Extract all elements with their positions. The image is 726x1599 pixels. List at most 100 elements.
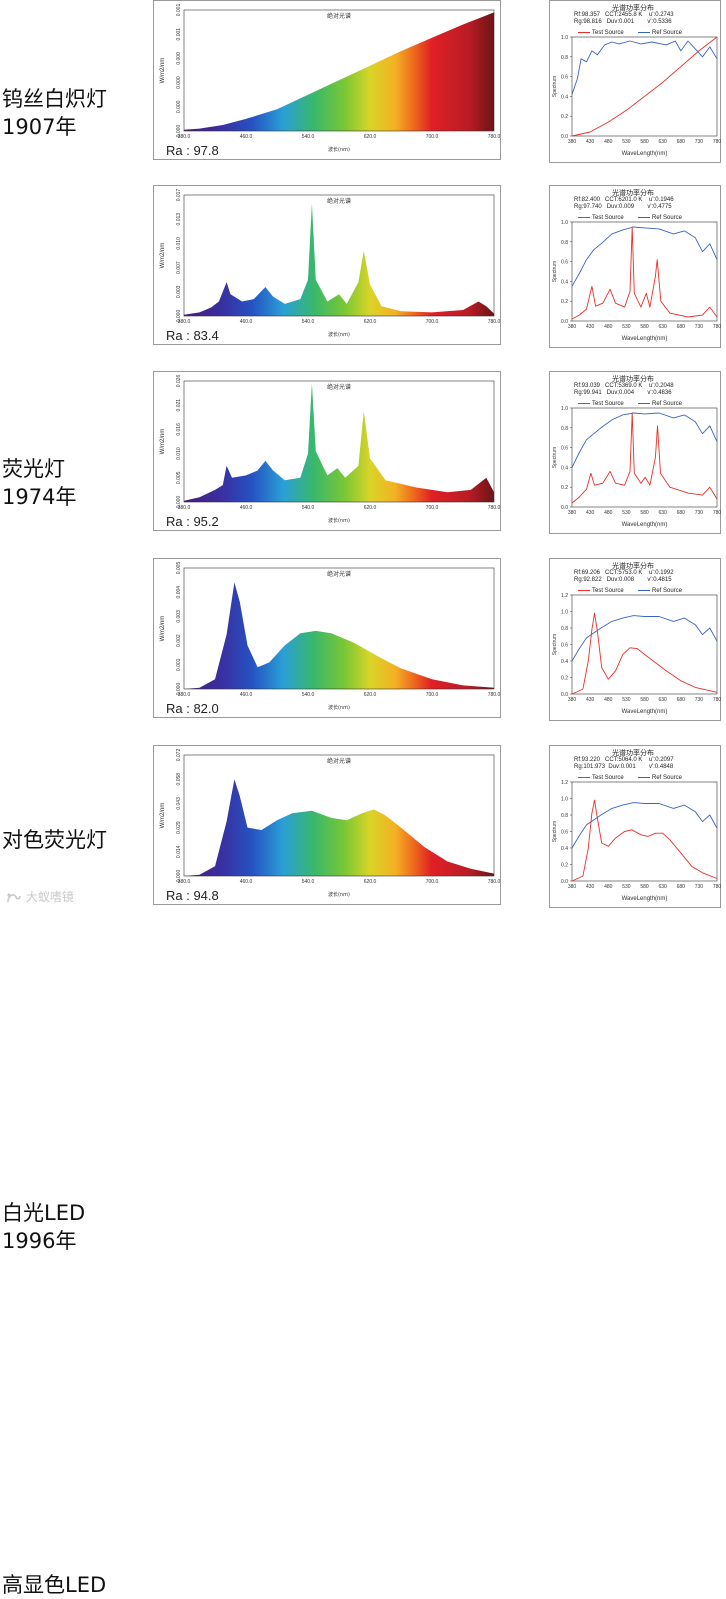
legend-test-swatch: [578, 402, 590, 404]
y-tick-label: 0.000: [176, 125, 182, 138]
y-axis-label: W/m2/nm: [160, 803, 166, 829]
plot-frame: [183, 567, 495, 690]
x-tick-label: 780.0: [488, 692, 501, 698]
x-tick-label: 380.0: [178, 319, 191, 325]
y-tick-label: 0.000: [176, 310, 182, 323]
spectral-svg: 0.0 0.2 0.4 0.6 0.8 1.0 1.2 380 430 480 530 580 630 6…: [552, 593, 721, 715]
spectrum-area: [184, 12, 494, 131]
plot-frame: [571, 36, 718, 137]
chart-title: 绝对光谱: [327, 757, 351, 765]
x-axis-label: 波长(nm): [328, 517, 350, 524]
spd-svg: 0.000 0.001 0.002 0.003 0.004 0.005 380.0 460.0…: [160, 562, 501, 711]
legend-test-swatch: [578, 216, 590, 218]
x-axis-label: WaveLength(nm): [622, 709, 668, 715]
test-source-line: [571, 36, 718, 137]
x-tick-label: 380: [568, 324, 577, 330]
y-tick-label: 0.001: [176, 658, 182, 671]
y-tick-label: 0.4: [561, 659, 568, 665]
x-tick-label: 680: [677, 324, 686, 330]
y-tick-label: 0.0: [561, 879, 568, 885]
ref-source-line: [571, 40, 718, 95]
y-tick-label: 0.4: [561, 94, 568, 100]
x-tick-label: 700.0: [426, 692, 439, 698]
y-tick-label: 0.004: [176, 586, 182, 599]
absolute-spectrum-chart: 0.000 0.005 0.010 0.016 0.021 0.026 380.0 460.0…: [153, 371, 501, 531]
x-tick-label: 620.0: [364, 134, 377, 140]
legend-ref-label: Ref Source: [652, 775, 683, 781]
legend-ref-swatch: [638, 776, 650, 778]
x-tick-label: 620.0: [364, 692, 377, 698]
y-tick-label: 0.2: [561, 676, 568, 682]
y-tick-label: 0.2: [561, 114, 568, 120]
x-axis-label: 波长(nm): [328, 704, 350, 711]
legend-test: Test Source: [578, 401, 624, 407]
x-tick-label: 480: [604, 510, 613, 516]
lamp-label: 1974年: [2, 485, 77, 509]
chart-title: 绝对光谱: [327, 570, 351, 578]
y-tick-label: 0.001: [176, 28, 182, 41]
y-tick-label: 0.6: [561, 75, 568, 81]
x-axis-label: 波长(nm): [328, 331, 350, 338]
watermark: 大蚁嗜镜: [6, 888, 74, 905]
test-source-line: [571, 412, 718, 504]
absolute-spectrum-chart: 0.000 0.000 0.000 0.000 0.001 0.001 380.0 460.0…: [153, 0, 501, 160]
y-tick-label: 0.6: [561, 643, 568, 649]
x-tick-label: 620.0: [364, 505, 377, 511]
x-tick-label: 780: [713, 324, 722, 330]
x-tick-label: 780: [713, 884, 722, 890]
y-tick-label: 0.4: [561, 465, 568, 471]
x-tick-label: 540.0: [302, 505, 315, 511]
ref-source-line: [571, 615, 718, 662]
y-axis-label: Spectrum: [552, 821, 558, 842]
spectrum-area: [184, 203, 494, 316]
x-tick-label: 700.0: [426, 134, 439, 140]
x-tick-label: 700.0: [426, 319, 439, 325]
y-tick-label: 1.2: [561, 780, 568, 786]
x-axis-label: WaveLength(nm): [622, 896, 668, 902]
x-tick-label: 730: [695, 697, 704, 703]
y-axis-label: Spectrum: [552, 447, 558, 468]
x-tick-label: 430: [586, 884, 595, 890]
x-tick-label: 430: [586, 510, 595, 516]
x-axis-label: WaveLength(nm): [622, 151, 668, 157]
spectral-stats: Rf:69.206 CCT:5753.0 K u':0.1992 Rg:92.8…: [574, 570, 674, 583]
x-tick-label: 530: [622, 884, 631, 890]
test-source-line: [571, 799, 718, 882]
y-tick-label: 0.021: [176, 399, 182, 412]
spectral-title: 光谱功率分布: [612, 375, 654, 383]
spectral-stats: Rf:82.400 CCT:6201.0 K u':0.1946 Rg:97.7…: [574, 197, 674, 210]
y-tick-label: 0.005: [176, 562, 182, 575]
legend-ref: Ref Source: [638, 215, 682, 221]
y-axis-label: Spectrum: [552, 261, 558, 282]
legend-test-label: Test Source: [592, 30, 624, 36]
spectral-power-chart: 光谱功率分布 Rf:98.357 CCT:2455.8 K u':0.2743 R…: [549, 0, 721, 163]
y-tick-label: 0.0: [561, 505, 568, 511]
legend-ref-label: Ref Source: [652, 215, 683, 221]
y-tick-label: 0.0: [561, 134, 568, 140]
y-tick-label: 0.000: [176, 52, 182, 65]
y-tick-label: 0.000: [176, 870, 182, 883]
x-tick-label: 580: [640, 884, 649, 890]
spd-svg: 0.000 0.005 0.010 0.016 0.021 0.026 380.0 460.0…: [160, 375, 500, 524]
y-tick-label: 1.2: [561, 593, 568, 599]
legend-test: Test Source: [578, 588, 624, 594]
x-tick-label: 530: [622, 697, 631, 703]
x-axis-label: WaveLength(nm): [622, 336, 668, 342]
y-tick-label: 0.8: [561, 626, 568, 632]
x-tick-label: 630: [658, 324, 667, 330]
y-tick-label: 0.029: [176, 821, 182, 834]
x-tick-label: 540.0: [302, 319, 315, 325]
y-tick-label: 0.2: [561, 299, 568, 305]
spd-svg: 0.000 0.003 0.007 0.010 0.013 0.017 380.0 460.0…: [160, 189, 500, 338]
x-tick-label: 480: [604, 139, 613, 145]
legend-test: Test Source: [578, 775, 624, 781]
y-tick-label: 0.0: [561, 319, 568, 325]
y-tick-label: 0.001: [176, 4, 182, 17]
absolute-spectrum-chart: 0.000 0.003 0.007 0.010 0.013 0.017 380.0 460.0…: [153, 185, 501, 345]
x-tick-label: 460.0: [240, 879, 253, 885]
y-tick-label: 0.000: [176, 683, 182, 696]
absolute-spectrum-chart: 0.000 0.001 0.002 0.003 0.004 0.005 380.0 460.0…: [153, 558, 501, 718]
y-tick-label: 0.058: [176, 773, 182, 786]
y-tick-label: 0.000: [176, 76, 182, 89]
y-tick-label: 0.8: [561, 426, 568, 432]
